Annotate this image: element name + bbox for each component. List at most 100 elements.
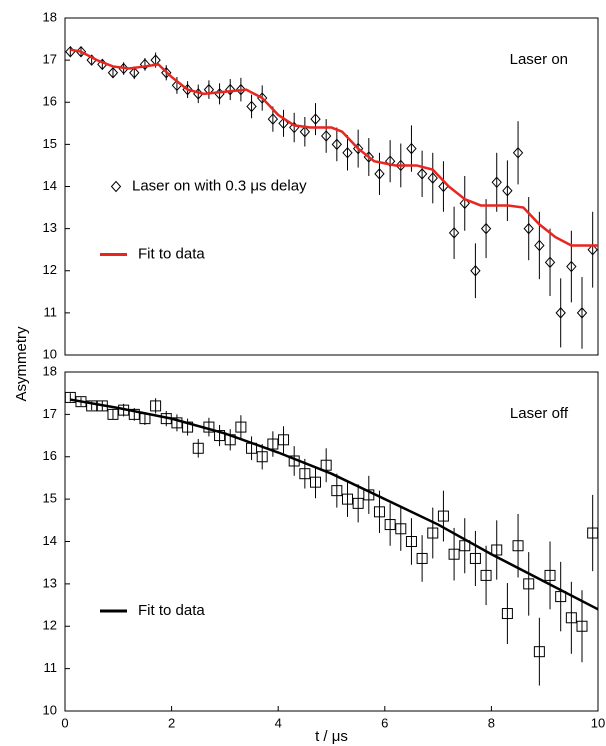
y-tick-label: 10 bbox=[43, 346, 57, 361]
data-point bbox=[310, 476, 322, 488]
y-tick-label: 11 bbox=[44, 660, 58, 675]
data-point bbox=[203, 83, 215, 96]
data-point bbox=[171, 417, 183, 429]
data-point bbox=[267, 438, 279, 450]
data-point bbox=[235, 83, 247, 96]
data-point bbox=[501, 608, 513, 620]
data-point bbox=[310, 113, 321, 125]
legend-label: Fit to data bbox=[138, 245, 205, 262]
y-axis-label: Asymmetry bbox=[13, 326, 30, 402]
data-point bbox=[331, 138, 343, 151]
y-tick-label: 11 bbox=[44, 304, 58, 319]
data-point bbox=[555, 591, 567, 603]
annotation: Laser on bbox=[510, 51, 568, 68]
data-point bbox=[267, 113, 279, 125]
data-point bbox=[384, 519, 396, 531]
data-point bbox=[565, 612, 577, 624]
y-tick-label: 17 bbox=[43, 52, 57, 67]
y-tick-label: 14 bbox=[43, 178, 57, 193]
y-tick-label: 16 bbox=[43, 448, 57, 463]
data-point bbox=[523, 578, 535, 590]
y-tick-label: 10 bbox=[43, 702, 57, 717]
data-point bbox=[534, 239, 545, 252]
data-point bbox=[555, 307, 566, 319]
data-point bbox=[576, 307, 588, 319]
data-point bbox=[129, 67, 140, 79]
data-point bbox=[416, 552, 428, 564]
data-point bbox=[533, 646, 545, 658]
data-point bbox=[225, 83, 236, 96]
data-point bbox=[395, 523, 407, 535]
y-tick-label: 14 bbox=[43, 533, 57, 548]
x-tick-label: 6 bbox=[381, 715, 388, 730]
y-tick-label: 15 bbox=[43, 491, 57, 506]
legend-label: Fit to data bbox=[138, 602, 205, 619]
annotation: Laser off bbox=[510, 405, 569, 422]
y-tick-label: 12 bbox=[43, 262, 57, 277]
legend-marker bbox=[110, 180, 122, 193]
y-tick-label: 17 bbox=[43, 406, 57, 421]
x-tick-label: 8 bbox=[488, 715, 495, 730]
data-point bbox=[320, 459, 332, 471]
y-tick-label: 16 bbox=[43, 94, 57, 109]
fit-line bbox=[70, 398, 599, 611]
data-point bbox=[299, 125, 311, 138]
x-tick-label: 4 bbox=[275, 715, 282, 730]
data-point bbox=[459, 197, 470, 210]
data-point bbox=[566, 260, 577, 273]
data-point bbox=[491, 544, 503, 556]
y-tick-label: 15 bbox=[43, 136, 57, 151]
data-point bbox=[331, 485, 343, 497]
data-point bbox=[480, 222, 492, 235]
x-axis-label: t / μs bbox=[315, 728, 348, 745]
data-point bbox=[576, 620, 588, 632]
data-point bbox=[107, 408, 119, 420]
data-point bbox=[523, 222, 534, 235]
data-point bbox=[373, 506, 385, 518]
data-point bbox=[256, 451, 268, 463]
data-point bbox=[470, 265, 481, 277]
data-point bbox=[502, 184, 513, 197]
data-point bbox=[544, 569, 556, 581]
data-point bbox=[587, 243, 598, 256]
data-point bbox=[214, 430, 226, 442]
data-point bbox=[587, 527, 599, 539]
data-point bbox=[480, 569, 492, 581]
x-tick-label: 2 bbox=[168, 715, 175, 730]
data-point bbox=[341, 493, 353, 505]
data-point bbox=[416, 168, 428, 180]
data-point bbox=[128, 408, 140, 420]
fit-line bbox=[70, 48, 598, 247]
data-point bbox=[374, 168, 385, 180]
data-point bbox=[448, 227, 460, 239]
data-point bbox=[86, 400, 98, 412]
y-tick-label: 18 bbox=[43, 363, 57, 378]
y-tick-label: 13 bbox=[43, 220, 57, 235]
data-point bbox=[395, 159, 406, 172]
data-point bbox=[320, 130, 332, 142]
data-point bbox=[192, 442, 204, 454]
data-point bbox=[107, 67, 119, 79]
y-tick-label: 13 bbox=[43, 575, 57, 590]
data-point bbox=[299, 468, 311, 480]
data-point bbox=[512, 540, 524, 552]
data-point bbox=[246, 100, 257, 113]
data-point bbox=[427, 527, 439, 539]
y-tick-label: 18 bbox=[43, 9, 57, 24]
legend-label: Laser on with 0.3 μs delay bbox=[132, 177, 307, 194]
data-point bbox=[437, 510, 449, 522]
data-point bbox=[406, 142, 417, 155]
data-point bbox=[235, 421, 247, 433]
data-point bbox=[64, 391, 76, 403]
x-tick-label: 10 bbox=[591, 715, 605, 730]
data-point bbox=[139, 58, 151, 71]
x-tick-label: 0 bbox=[61, 715, 68, 730]
data-point bbox=[161, 67, 172, 79]
data-point bbox=[512, 147, 524, 159]
data-point bbox=[544, 256, 556, 269]
data-point bbox=[491, 176, 502, 189]
data-point bbox=[448, 548, 460, 560]
data-point bbox=[469, 552, 481, 564]
data-point bbox=[352, 497, 364, 509]
